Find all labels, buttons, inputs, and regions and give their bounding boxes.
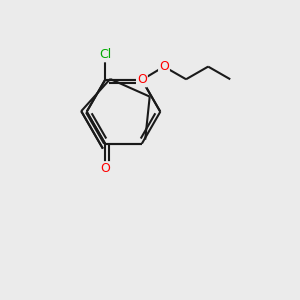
Text: O: O	[159, 60, 169, 73]
Text: Cl: Cl	[99, 48, 111, 61]
Text: O: O	[137, 73, 147, 86]
Text: O: O	[100, 162, 110, 175]
